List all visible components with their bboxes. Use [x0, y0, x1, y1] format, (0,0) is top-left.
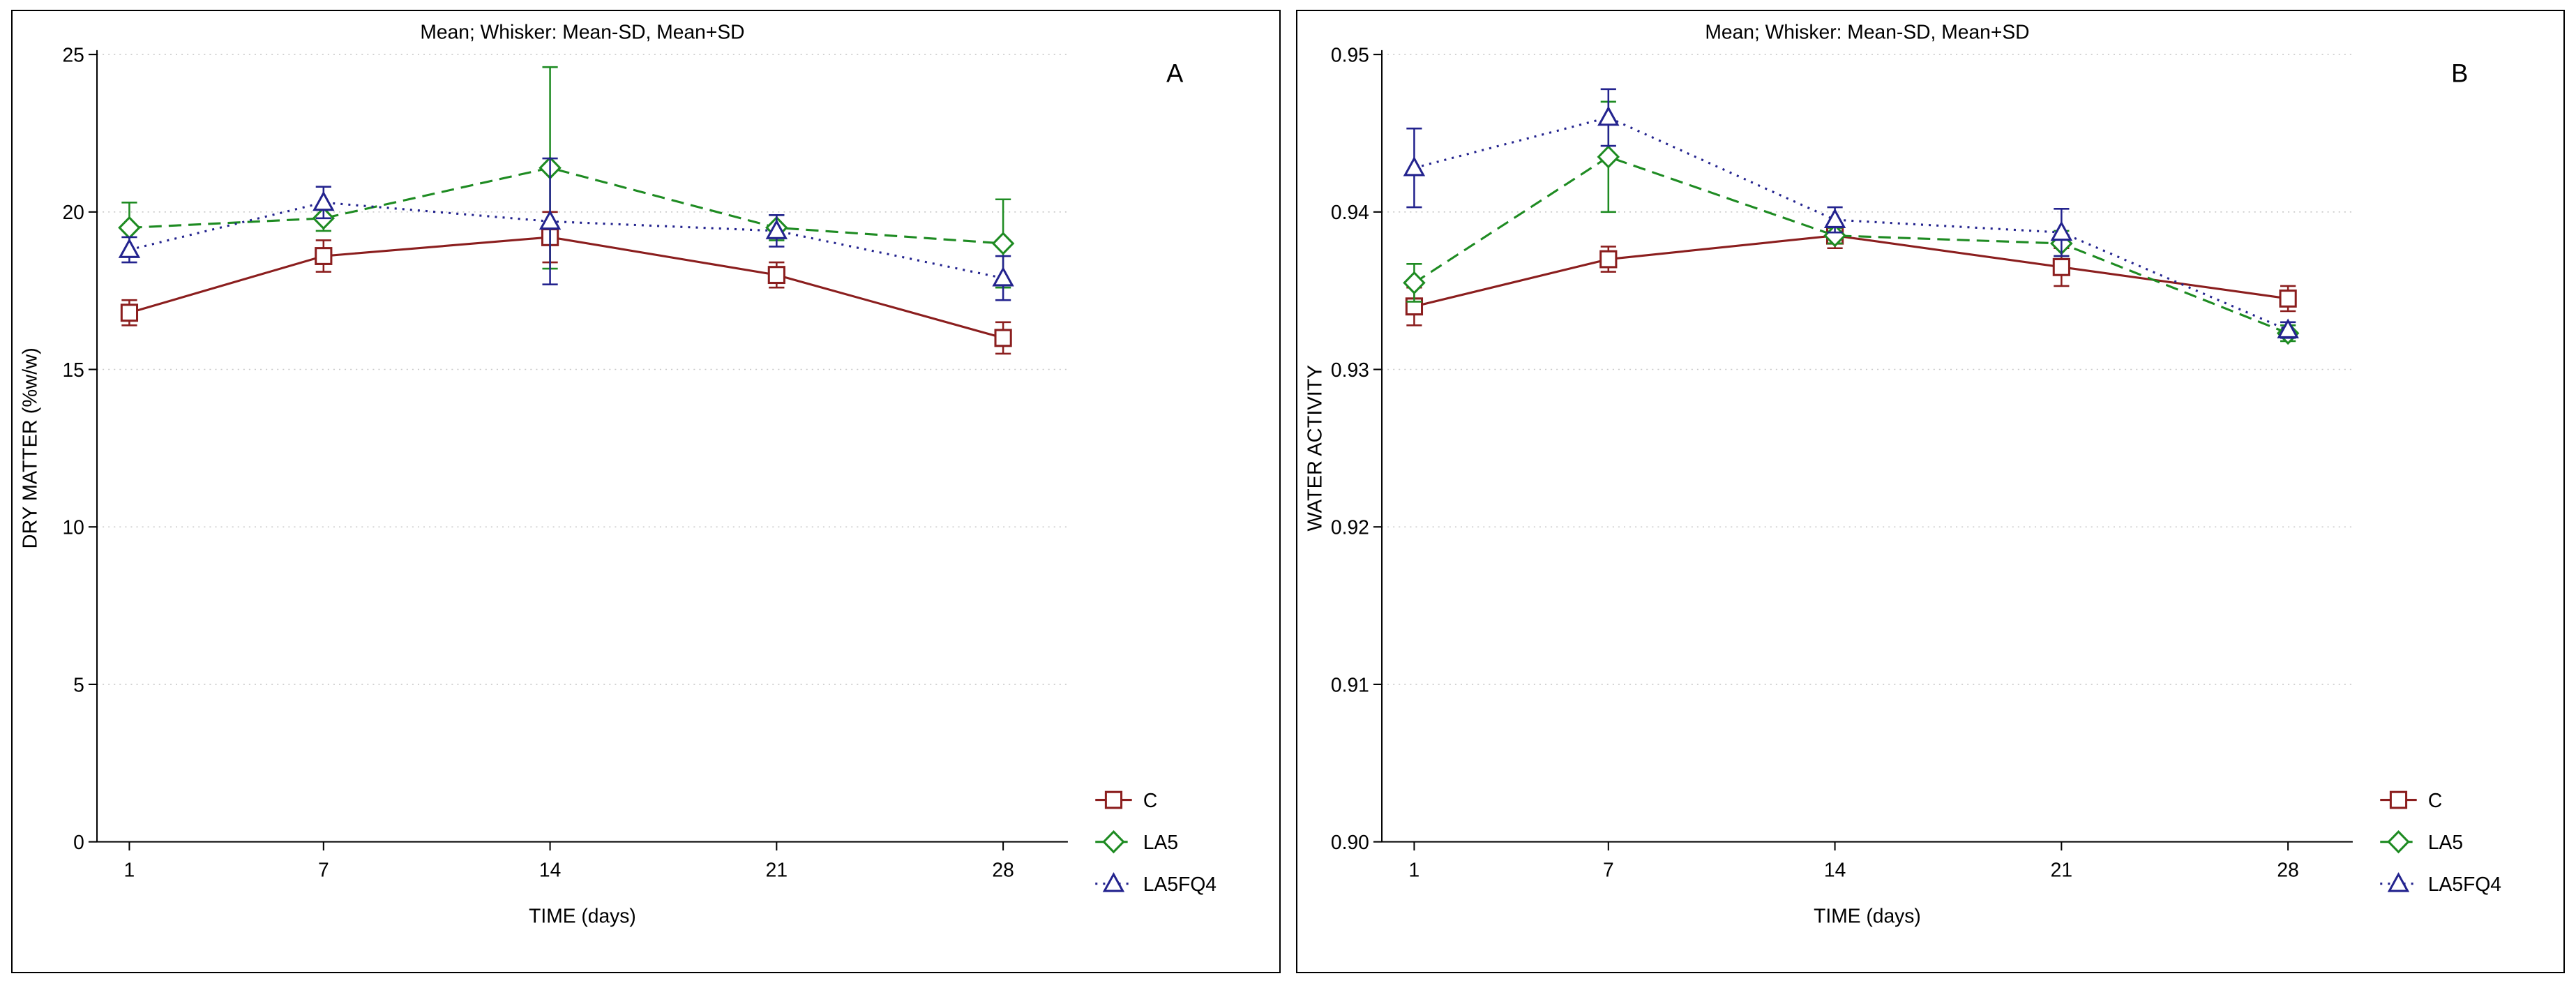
y-tick-label: 5 [73, 674, 84, 696]
square-marker-C [994, 329, 1012, 347]
y-tick-label: 0.91 [1330, 674, 1369, 696]
chart-title: Mean; Whisker: Mean-SD, Mean+SD [1705, 21, 2029, 43]
series-LA5FQ4 [118, 157, 1014, 301]
y-tick-label: 0 [73, 832, 84, 854]
y-tick-label: 0.93 [1330, 359, 1369, 382]
legend-label: C [2427, 790, 2441, 812]
series-line-C [1413, 234, 2288, 308]
x-tick-label: 1 [124, 859, 135, 881]
y-tick-label: 25 [62, 44, 84, 66]
series-LA5 [1402, 100, 2299, 345]
legend-triangle-marker [1102, 872, 1125, 892]
triangle-marker-LA5FQ4 [538, 209, 562, 230]
chart-title: Mean; Whisker: Mean-SD, Mean+SD [420, 21, 744, 43]
triangle-marker-LA5FQ4 [992, 267, 1014, 287]
diamond-marker-LA5 [1597, 145, 1620, 169]
triangle-marker-LA5FQ4 [1403, 156, 1425, 177]
legend-label: LA5FQ4 [2427, 873, 2501, 896]
diamond-marker-LA5 [991, 232, 1015, 255]
triangle-marker-LA5FQ4 [118, 238, 141, 258]
series-line-LA5FQ4 [1413, 116, 2289, 331]
series-LA5FQ4 [1403, 88, 2299, 339]
x-tick-label: 28 [992, 859, 1014, 881]
x-tick-label: 21 [766, 859, 788, 881]
square-marker-C [1599, 250, 1617, 269]
y-tick-label: 20 [62, 202, 84, 224]
legend-label: LA5 [2427, 832, 2462, 854]
x-tick-label: 14 [1823, 859, 1845, 881]
x-tick-label: 28 [2277, 859, 2298, 881]
square-marker-C [315, 247, 333, 265]
chart-panel-b: 0.90 0.91 0.92 0.93 0.94 0.95 1 7 14 21 28 Mean; Wh… [1295, 10, 2565, 973]
legend-triangle-marker [2387, 872, 2409, 892]
legend-diamond-marker [2386, 830, 2410, 854]
x-tick-label: 14 [539, 859, 561, 881]
x-tick-label: 7 [318, 859, 329, 881]
triangle-marker-LA5FQ4 [1597, 105, 1620, 126]
y-tick-label: 0.95 [1330, 44, 1369, 66]
series-line-LA5 [129, 167, 1004, 245]
square-marker-C [2279, 290, 2297, 308]
legend: C LA5 LA5FQ4 [2379, 790, 2501, 896]
y-axis-title: WATER ACTIVITY [1304, 365, 1326, 531]
series-line-LA5 [1413, 156, 2289, 335]
legend-label: LA5FQ4 [1143, 873, 1217, 896]
y-tick-label: 0.90 [1330, 832, 1369, 854]
water-activity-chart: 0.90 0.91 0.92 0.93 0.94 0.95 1 7 14 21 28 Mean; Wh… [1304, 21, 2501, 928]
series-line-C [129, 236, 1004, 339]
axes: 0.90 0.91 0.92 0.93 0.94 0.95 1 7 14 21 28 [1330, 44, 2353, 881]
gridlines [1381, 54, 2353, 685]
legend-diamond-marker [1102, 830, 1125, 854]
x-tick-label: 7 [1602, 859, 1613, 881]
panel-label: B [2451, 59, 2468, 88]
diamond-marker-LA5 [1402, 271, 1426, 295]
triangle-marker-LA5FQ4 [2050, 220, 2072, 241]
dry-matter-chart: 0 5 10 15 20 25 1 7 14 21 28 Mean; Whisker: Mean-SD… [20, 21, 1217, 928]
legend-square-marker [2389, 790, 2407, 809]
x-axis-title: TIME (days) [1814, 905, 1921, 927]
triangle-marker-LA5FQ4 [2276, 318, 2299, 339]
panel-label: A [1166, 59, 1184, 88]
series-C [120, 211, 1012, 355]
legend-square-marker [1104, 790, 1123, 809]
y-tick-label: 0.94 [1330, 202, 1369, 224]
square-marker-C [120, 303, 139, 322]
legend: C LA5 LA5FQ4 [1095, 790, 1217, 896]
square-marker-C [2052, 257, 2070, 276]
diamond-marker-LA5 [118, 216, 141, 240]
axes: 0 5 10 15 20 25 1 7 14 21 28 [62, 44, 1068, 881]
legend-label: LA5 [1143, 832, 1178, 854]
legend-label: C [1143, 790, 1157, 812]
x-tick-label: 1 [1408, 859, 1419, 881]
y-tick-label: 0.92 [1330, 516, 1369, 539]
series-LA5 [118, 66, 1015, 289]
x-tick-label: 21 [2050, 859, 2072, 881]
x-axis-title: TIME (days) [529, 905, 636, 927]
triangle-marker-LA5FQ4 [312, 190, 335, 211]
triangle-marker-LA5FQ4 [1823, 208, 1846, 229]
triangle-marker-LA5FQ4 [765, 219, 788, 239]
series-C [1405, 222, 2297, 327]
gridlines [97, 54, 1068, 685]
y-tick-label: 10 [62, 516, 84, 539]
y-axis-title: DRY MATTER (%w/w) [20, 347, 42, 548]
chart-panel-a: 0 5 10 15 20 25 1 7 14 21 28 Mean; Whisker: Mean-SD… [11, 10, 1281, 973]
square-marker-C [767, 266, 785, 285]
y-tick-label: 15 [62, 359, 84, 382]
